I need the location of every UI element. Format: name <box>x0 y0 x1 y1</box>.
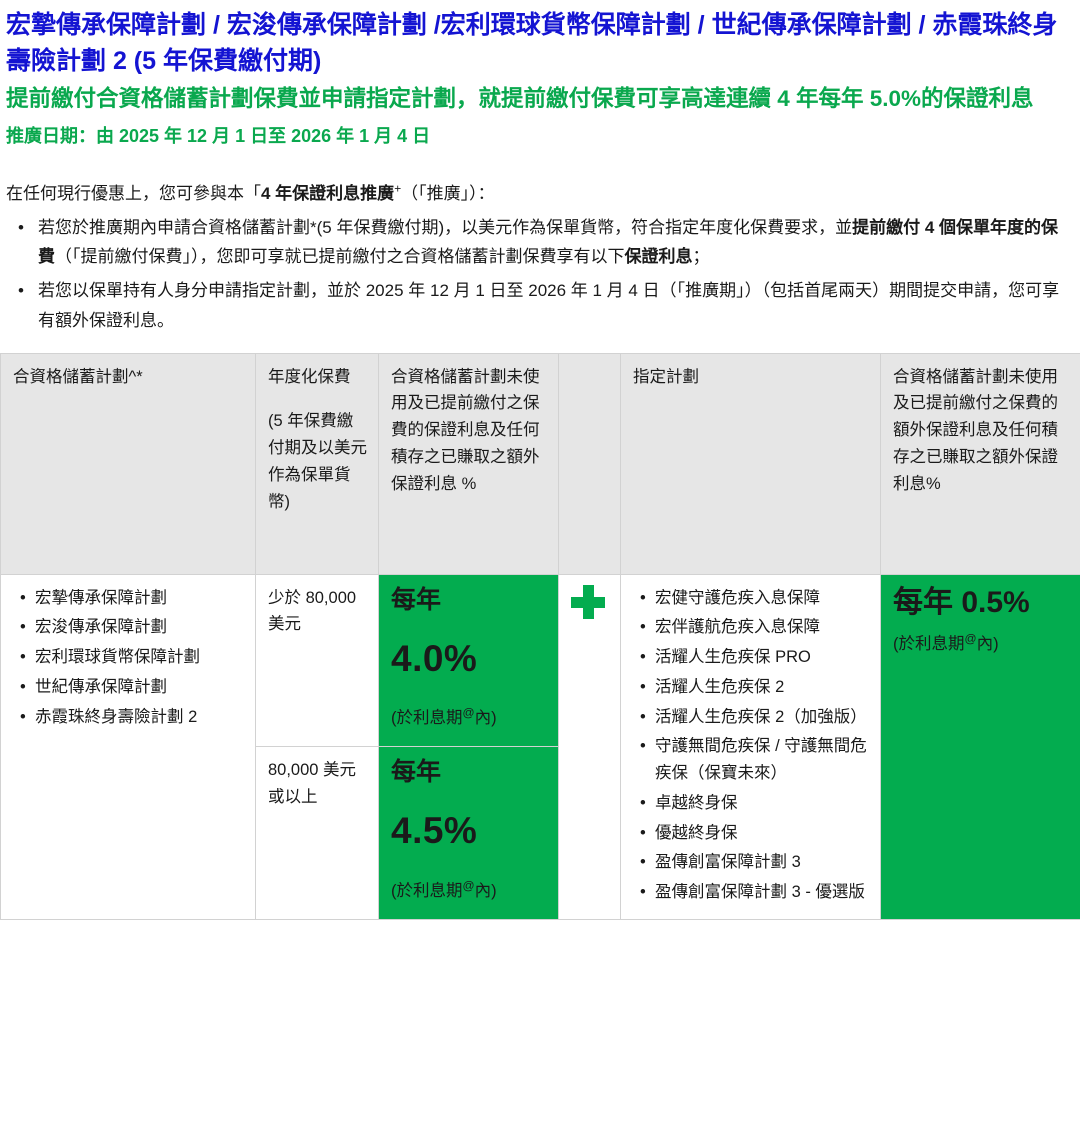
list-item: 若您以保單持有人身分申請指定計劃，並於 2025 年 12 月 1 日至 202… <box>18 276 1074 334</box>
page-title: 宏摯傳承保障計劃 / 宏浚傳承保障計劃 /宏利環球貨幣保障計劃 / 世紀傳承保障… <box>6 11 1058 75</box>
header-annualized-premium: 年度化保費 (5 年保費繳付期及以美元作為保單貨幣) <box>255 352 379 575</box>
promotion-page: 宏摯傳承保障計劃 / 宏浚傳承保障計劃 /宏利環球貨幣保障計劃 / 世紀傳承保障… <box>0 0 1080 920</box>
intro-lead-part1: 在任何現行優惠上，您可參與本「 <box>6 183 261 203</box>
bullet-text-1a: 若您於推廣期內申請合資格儲蓄計劃*(5 年保費繳付期)，以美元作為保單貨幣，符合… <box>38 217 853 237</box>
cell-rate-tier-1: 每年 4.0% (於利息期@內) <box>378 573 559 748</box>
bonus-note: (於利息期@內) <box>893 631 1070 658</box>
rate-note-2: (於利息期@內) <box>391 878 548 905</box>
bullet-text-1c: ； <box>692 247 710 267</box>
list-item: 活耀人生危疾保 2 <box>640 674 870 701</box>
eligible-plans-list: 宏摯傳承保障計劃 宏浚傳承保障計劃 宏利環球貨幣保障計劃 世紀傳承保障計劃 赤霞… <box>13 585 245 731</box>
list-item: 盈傳創富保障計劃 3 - 優選版 <box>640 879 870 906</box>
rate-label-1: 每年 <box>391 585 442 614</box>
table-row: 80,000 美元或以上 每年 4.5% (於利息期@內) <box>1 746 1080 920</box>
page-subtitle: 提前繳付合資格儲蓄計劃保費並申請指定計劃，就提前繳付保費可享高達連續 4 年每年… <box>6 86 1034 111</box>
list-item: 宏浚傳承保障計劃 <box>20 614 245 641</box>
heading-block: 宏摯傳承保障計劃 / 宏浚傳承保障計劃 /宏利環球貨幣保障計劃 / 世紀傳承保障… <box>0 0 1080 150</box>
header-extra-guaranteed-interest: 合資格儲蓄計劃未使用及已提前繳付之保費的額外保證利息及任何積存之已賺取之額外保證… <box>880 352 1080 575</box>
table-row: 宏摯傳承保障計劃 宏浚傳承保障計劃 宏利環球貨幣保障計劃 世紀傳承保障計劃 赤霞… <box>0 573 1080 920</box>
header-spacer <box>558 352 621 575</box>
list-item: 優越終身保 <box>640 820 870 847</box>
rate-note-1-pre: (於利息期 <box>391 709 463 728</box>
intro-lead: 在任何現行優惠上，您可參與本「4 年保證利息推廣+（「推廣」）： <box>6 180 1074 207</box>
intro-block: 在任何現行優惠上，您可參與本「4 年保證利息推廣+（「推廣」）： 若您於推廣期內… <box>0 180 1080 335</box>
rate-value-1: 4.0% <box>391 637 478 679</box>
bonus-note-post: 內) <box>976 635 999 654</box>
bullet-bold-1a: 提前繳付 4 個保單年度的保費 <box>38 217 1059 267</box>
interest-rate-table: 合資格儲蓄計劃^* 年度化保費 (5 年保費繳付期及以美元作為保單貨幣) 合資格… <box>0 352 1080 920</box>
table-body: 宏摯傳承保障計劃 宏浚傳承保障計劃 宏利環球貨幣保障計劃 世紀傳承保障計劃 赤霞… <box>0 573 1080 920</box>
cell-rate-tier-2: 每年 4.5% (於利息期@內) <box>378 746 559 920</box>
plus-icon <box>571 584 605 619</box>
rate-note-2-superscript: @ <box>462 878 475 893</box>
list-item: 赤霞珠終身壽險計劃 2 <box>20 704 245 731</box>
cell-extra-guaranteed-interest: 每年 0.5% (於利息期@內) <box>880 573 1080 920</box>
cell-plus-separator <box>558 573 621 920</box>
list-item: 盈傳創富保障計劃 3 <box>640 849 870 876</box>
list-item: 宏利環球貨幣保障計劃 <box>20 644 245 671</box>
designated-plans-list: 宏健守護危疾入息保障 宏伴護航危疾入息保障 活耀人生危疾保 PRO 活耀人生危疾… <box>633 585 870 906</box>
rate-value-2: 4.5% <box>391 810 478 852</box>
header-designated-plans: 指定計劃 <box>620 352 881 575</box>
bullet-bold-1b: 保證利息 <box>624 247 693 267</box>
bonus-note-superscript: @ <box>964 631 977 646</box>
table-header-row: 合資格儲蓄計劃^* 年度化保費 (5 年保費繳付期及以美元作為保單貨幣) 合資格… <box>0 352 1080 575</box>
rate-note-2-post: 內) <box>474 881 497 900</box>
cell-premium-tier-2: 80,000 美元或以上 <box>255 746 379 920</box>
list-item: 活耀人生危疾保 2（加強版） <box>640 704 870 731</box>
header-guaranteed-interest: 合資格儲蓄計劃未使用及已提前繳付之保費的保證利息及任何積存之已賺取之額外保證利息… <box>378 352 559 575</box>
intro-bullet-list: 若您於推廣期內申請合資格儲蓄計劃*(5 年保費繳付期)，以美元作為保單貨幣，符合… <box>6 213 1074 335</box>
intro-lead-superscript: + <box>394 180 402 195</box>
intro-lead-part2: （「推廣」）： <box>401 183 495 203</box>
rate-note-1-post: 內) <box>474 709 497 728</box>
promotion-period-line: 推廣日期：由 2025 年 12 月 1 日至 2026 年 1 月 4 日 <box>6 125 431 146</box>
rate-note-1-superscript: @ <box>462 705 475 720</box>
header-annualized-premium-note: (5 年保費繳付期及以美元作為保單貨幣) <box>268 412 367 511</box>
list-item: 守護無間危疾保 / 守護無間危疾保（保寶未來） <box>640 733 870 786</box>
cell-designated-plans: 宏健守護危疾入息保障 宏伴護航危疾入息保障 活耀人生危疾保 PRO 活耀人生危疾… <box>620 573 881 920</box>
bonus-note-pre: (於利息期 <box>893 635 965 654</box>
list-item: 宏伴護航危疾入息保障 <box>640 614 870 641</box>
list-item: 世紀傳承保障計劃 <box>20 674 245 701</box>
rate-note-2-pre: (於利息期 <box>391 881 463 900</box>
header-eligible-plans: 合資格儲蓄計劃^* <box>0 352 256 575</box>
intro-lead-bold: 4 年保證利息推廣 <box>261 183 395 203</box>
cell-eligible-plans: 宏摯傳承保障計劃 宏浚傳承保障計劃 宏利環球貨幣保障計劃 世紀傳承保障計劃 赤霞… <box>0 573 256 920</box>
list-item: 卓越終身保 <box>640 790 870 817</box>
table-header: 合資格儲蓄計劃^* 年度化保費 (5 年保費繳付期及以美元作為保單貨幣) 合資格… <box>0 352 1080 575</box>
list-item: 活耀人生危疾保 PRO <box>640 644 870 671</box>
rate-label-2: 每年 <box>391 758 442 787</box>
bullet-text-2a: 若您以保單持有人身分申請指定計劃，並於 2025 年 12 月 1 日至 202… <box>38 281 1060 330</box>
bonus-value: 每年 0.5% <box>893 585 1030 619</box>
list-item: 宏摯傳承保障計劃 <box>20 585 245 612</box>
rate-note-1: (於利息期@內) <box>391 705 548 732</box>
list-item: 若您於推廣期內申請合資格儲蓄計劃*(5 年保費繳付期)，以美元作為保單貨幣，符合… <box>18 213 1074 271</box>
cell-premium-tier-1: 少於 80,000 美元 <box>255 573 379 748</box>
bullet-text-1b: （「提前繳付保費」），您即可享就已提前繳付之合資格儲蓄計劃保費享有以下 <box>55 247 625 267</box>
header-annualized-premium-main: 年度化保費 <box>268 367 351 386</box>
list-item: 宏健守護危疾入息保障 <box>640 585 870 612</box>
